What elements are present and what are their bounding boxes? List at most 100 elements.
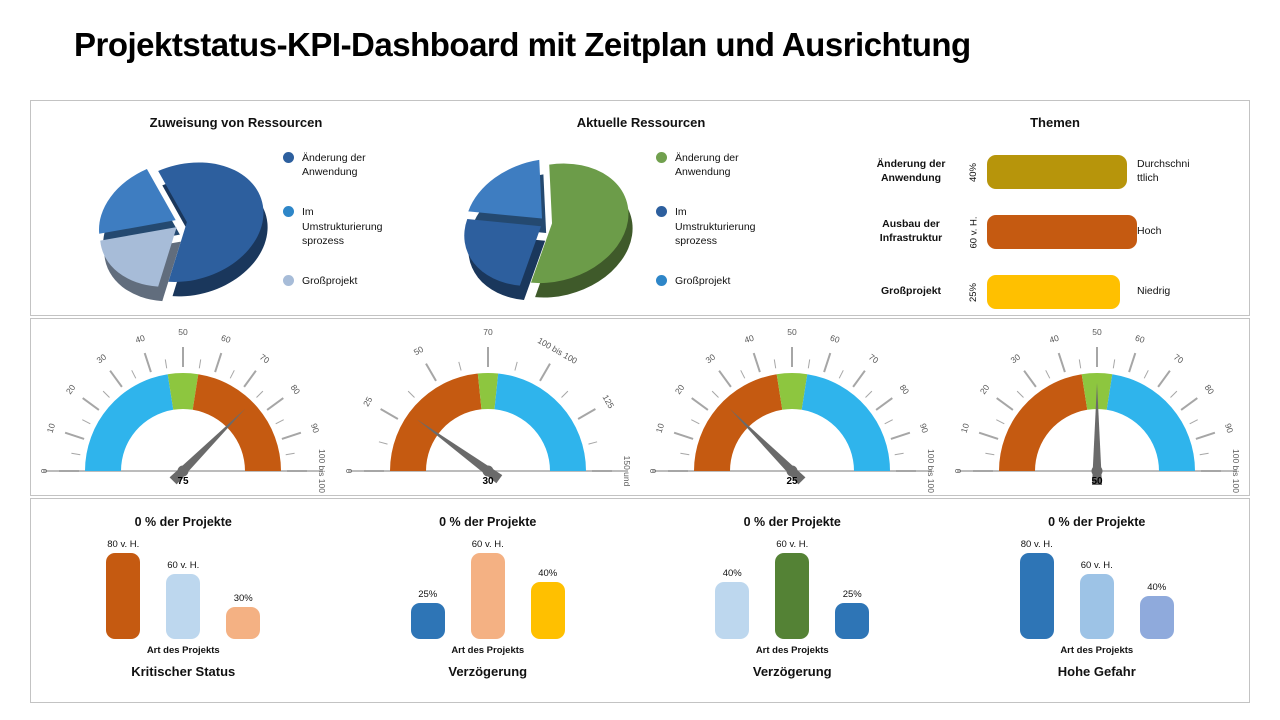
themen-row-label: Großprojekt xyxy=(880,285,942,298)
gauge-1-svg: 0 10 20 30 40 50 60 70 80 90 100 bis 100 75 xyxy=(39,327,327,493)
gauge-hub xyxy=(177,465,189,477)
legend-item: Änderung der Anwendung xyxy=(656,151,770,179)
legend-item: Großprojekt xyxy=(656,274,770,288)
themen-row: Großprojekt 25% Niedrig xyxy=(861,268,1249,316)
status-panel: 0 % der Projekte 80 v. H. 60 v. H. 30% Art… xyxy=(30,498,1250,703)
svg-text:90: 90 xyxy=(309,422,322,434)
themen-row-label: Änderung der Anwendung xyxy=(876,158,946,184)
status-xlabel: Art des Projekts xyxy=(146,645,220,656)
gauge-value: 25 xyxy=(787,476,799,487)
svg-text:100 bis 100: 100 bis 100 xyxy=(1231,449,1241,493)
bar xyxy=(470,553,505,639)
status-xlabel: Art des Projekts xyxy=(451,645,525,656)
gauge-hub xyxy=(1091,465,1103,477)
aktuelle-pie-svg xyxy=(464,159,633,301)
bar-item: 60 v. H. xyxy=(166,560,201,639)
bar xyxy=(835,603,870,639)
bar-item: 25% xyxy=(835,589,870,639)
legend-item: Änderung der Anwendung xyxy=(283,151,397,179)
bar-item: 25% xyxy=(410,589,445,639)
svg-text:10: 10 xyxy=(654,422,667,434)
status-chart-title: 0 % der Projekte xyxy=(134,515,232,529)
status-caption: Kritischer Status xyxy=(131,664,236,679)
svg-text:40: 40 xyxy=(1048,333,1060,346)
svg-text:90: 90 xyxy=(918,422,931,434)
status-chart-3: 0 % der Projekte 40% 60 v. H. 25% Art des … xyxy=(640,499,945,702)
themen-level-label: Niedrig xyxy=(1137,285,1171,298)
bar xyxy=(1139,596,1174,639)
themen-row: Änderung der Anwendung 40% Durchschni tt… xyxy=(861,148,1249,196)
svg-text:50: 50 xyxy=(179,327,189,337)
bar-item: 60 v. H. xyxy=(470,539,505,639)
status-chart-2: 0 % der Projekte 25% 60 v. H. 40% Art des … xyxy=(336,499,641,702)
gauge-needle xyxy=(416,419,503,484)
svg-text:125: 125 xyxy=(600,393,616,411)
bar-value-label: 60 v. H. xyxy=(1080,560,1113,571)
svg-text:0: 0 xyxy=(953,468,963,473)
gauge-3: 0 10 20 30 40 50 60 70 80 90 100 bis 100 25 xyxy=(642,321,942,495)
gauge-hub xyxy=(482,465,494,477)
svg-text:0: 0 xyxy=(648,468,658,473)
svg-text:20: 20 xyxy=(673,382,687,396)
themen-value-label: 25% xyxy=(968,282,980,302)
legend-label: Großprojekt xyxy=(302,274,358,287)
gauge-value: 30 xyxy=(482,476,494,487)
status-chart-title: 0 % der Projekte xyxy=(439,515,537,529)
bar xyxy=(530,582,565,639)
legend-label: Im Umstrukturierung sprozess xyxy=(675,206,756,247)
allocation-chart: Zuweisung von Ressourcen Änderung der An… xyxy=(31,101,441,316)
bar-item: 40% xyxy=(715,568,750,639)
bar-item: 60 v. H. xyxy=(775,539,810,639)
svg-text:30: 30 xyxy=(95,352,109,366)
svg-text:20: 20 xyxy=(977,382,991,396)
svg-text:0: 0 xyxy=(39,468,49,473)
bar-item: 60 v. H. xyxy=(1079,560,1114,639)
themen-bar-wrap xyxy=(987,275,1137,309)
svg-text:40: 40 xyxy=(743,333,755,346)
status-bars-1: 80 v. H. 60 v. H. 30% xyxy=(106,531,261,639)
svg-text:30: 30 xyxy=(1008,352,1022,366)
gauge-2-svg: 0 25 50 70 100 bis 100 125 150 und 30 xyxy=(344,327,632,487)
status-bars-3: 40% 60 v. H. 25% xyxy=(715,531,870,639)
status-chart-title: 0 % der Projekte xyxy=(743,515,841,529)
bar-item: 40% xyxy=(1139,582,1174,639)
bar xyxy=(166,574,201,639)
status-bars-4: 80 v. H. 60 v. H. 40% xyxy=(1019,531,1174,639)
legend-item: Im Umstrukturierung sprozess xyxy=(656,205,770,248)
svg-text:20: 20 xyxy=(64,382,78,396)
status-caption: Verzögerung xyxy=(752,664,832,679)
gauge-3-svg: 0 10 20 30 40 50 60 70 80 90 100 bis 100 25 xyxy=(648,327,936,493)
bar-value-label: 60 v. H. xyxy=(167,560,200,571)
current-resources-pie xyxy=(421,137,681,322)
themen-bar-wrap xyxy=(987,215,1137,249)
svg-text:60: 60 xyxy=(829,333,841,346)
legend-dot xyxy=(283,152,294,163)
bar-value-label: 30% xyxy=(233,593,253,604)
bar-value-label: 40% xyxy=(1147,582,1167,593)
themen-bar xyxy=(987,275,1120,309)
bar xyxy=(1019,553,1054,639)
svg-text:80: 80 xyxy=(898,383,912,397)
bar-value-label: 60 v. H. xyxy=(776,539,809,550)
legend-dot xyxy=(656,206,667,218)
bar xyxy=(775,553,810,639)
svg-text:10: 10 xyxy=(45,422,58,434)
status-bars-2: 25% 60 v. H. 40% xyxy=(410,531,565,639)
legend-label: Im Umstrukturierung sprozess xyxy=(302,206,383,247)
legend-dot xyxy=(283,274,294,286)
themen-bar xyxy=(987,155,1127,189)
legend-item: Großprojekt xyxy=(283,274,397,288)
themen-rows: Änderung der Anwendung 40% Durchschni tt… xyxy=(861,148,1249,316)
legend-label: Änderung der Anwendung xyxy=(302,152,366,179)
bar xyxy=(226,607,261,639)
bar xyxy=(410,603,445,639)
legend-label: Änderung der Anwendung xyxy=(675,152,739,179)
gauge-hub xyxy=(786,465,798,477)
svg-text:50: 50 xyxy=(788,327,798,337)
bar-value-label: 25% xyxy=(842,589,862,600)
gauge-needle xyxy=(1091,383,1102,485)
current-resources-title: Aktuelle Ressourcen xyxy=(576,115,706,130)
bar-value-label: 60 v. H. xyxy=(471,539,504,550)
zuweisung-pie-svg xyxy=(99,162,268,302)
